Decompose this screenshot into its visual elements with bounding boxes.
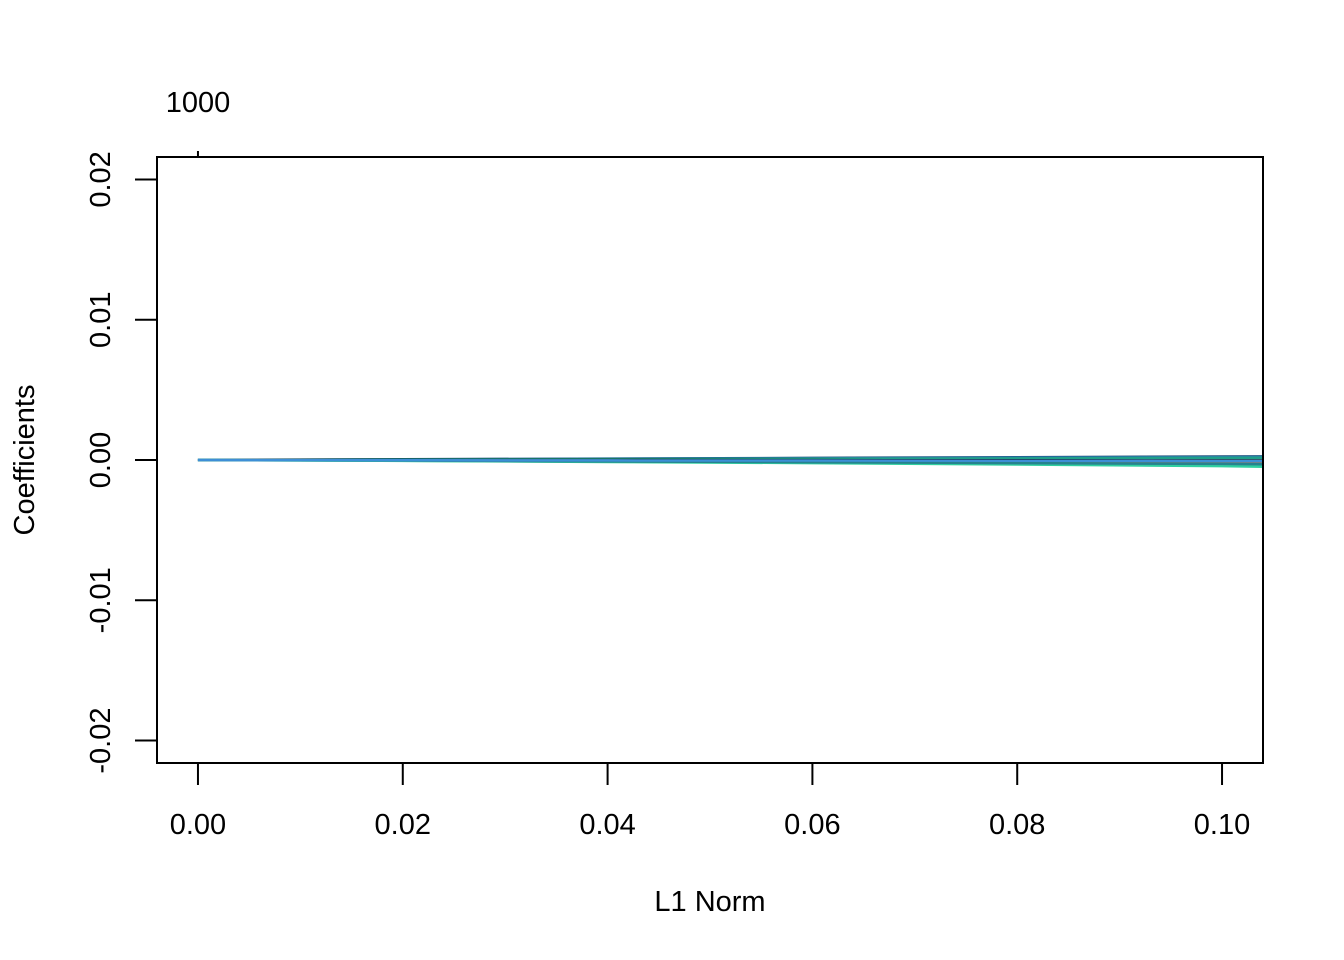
x-tick-label: 0.06 <box>784 809 840 841</box>
x-tick-label: 0.00 <box>170 809 226 841</box>
series-line-10 <box>197 458 1263 463</box>
x-axis: 0.00 0.02 0.04 0.06 0.08 0.10 <box>170 763 1250 841</box>
top-tick-label: 1000 <box>166 87 231 119</box>
x-axis-title: L1 Norm <box>654 886 765 918</box>
x-tick-label: 0.04 <box>579 809 635 841</box>
x-tick-label: 0.02 <box>375 809 431 841</box>
y-tick-label: 0.01 <box>85 291 117 347</box>
y-tick-label: -0.01 <box>85 567 117 633</box>
x-tick-label: 0.10 <box>1194 809 1250 841</box>
x-tick-label: 0.08 <box>989 809 1045 841</box>
y-axis-title: Coefficients <box>9 385 41 536</box>
top-axis: 1000 <box>166 87 231 157</box>
y-tick-label: 0.00 <box>85 432 117 488</box>
y-axis: -0.02 -0.01 0.00 0.01 0.02 <box>85 151 157 774</box>
y-tick-label: 0.02 <box>85 151 117 207</box>
series-layer <box>197 455 1264 468</box>
y-tick-label: -0.02 <box>85 708 117 774</box>
